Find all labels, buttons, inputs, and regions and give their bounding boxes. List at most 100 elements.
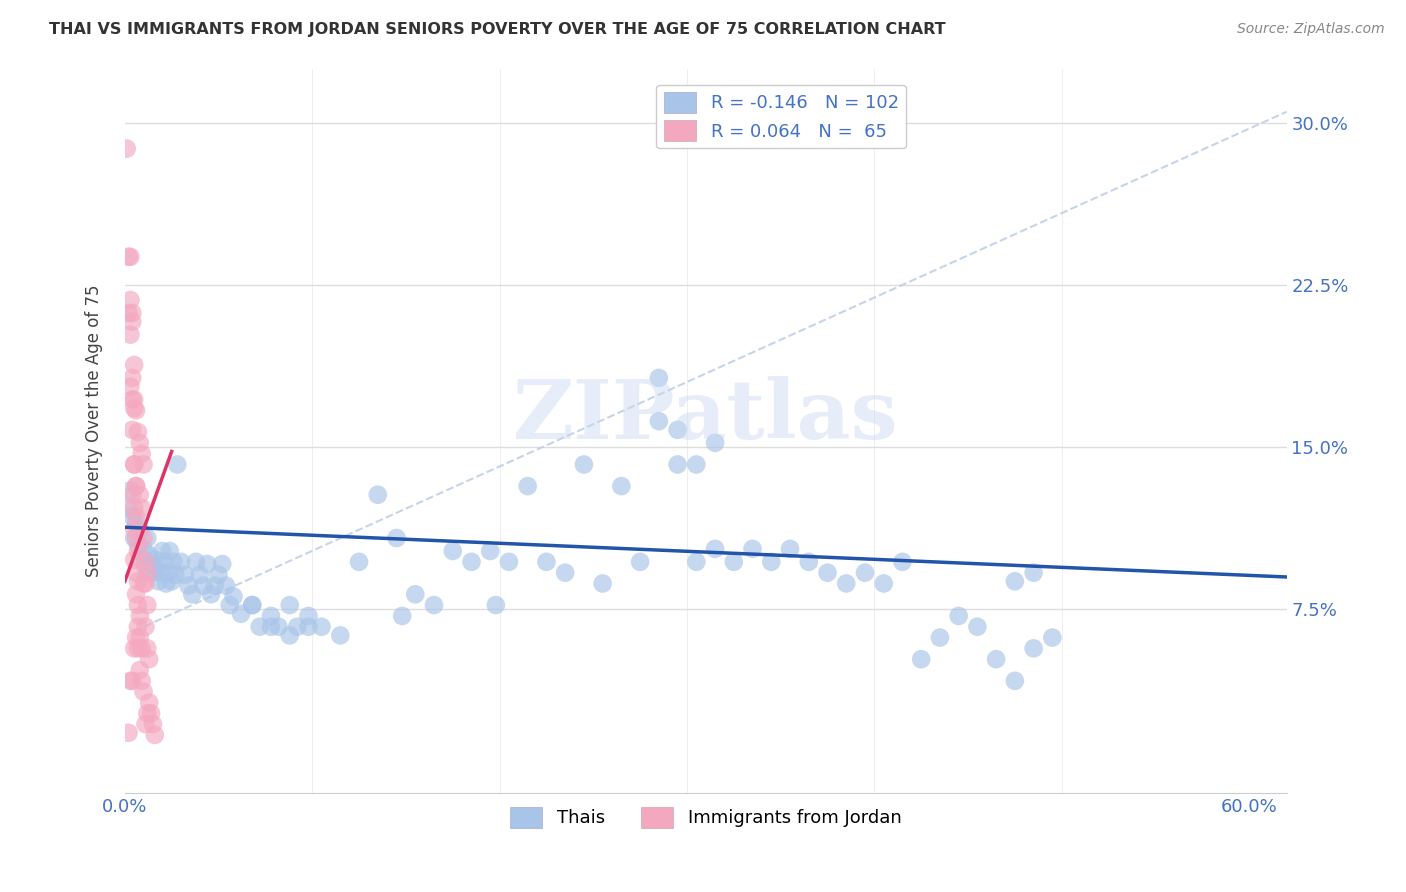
Text: Source: ZipAtlas.com: Source: ZipAtlas.com	[1237, 22, 1385, 37]
Point	[181, 587, 204, 601]
Point	[195, 557, 218, 571]
Point	[385, 531, 408, 545]
Point	[835, 576, 858, 591]
Point	[143, 552, 166, 566]
Point	[1004, 673, 1026, 688]
Point	[460, 555, 482, 569]
Point	[136, 706, 159, 721]
Point	[592, 576, 614, 591]
Point	[1040, 631, 1063, 645]
Point	[139, 706, 162, 721]
Point	[1022, 641, 1045, 656]
Point	[156, 566, 179, 580]
Point	[122, 358, 145, 372]
Point	[120, 483, 142, 498]
Point	[929, 631, 952, 645]
Point	[441, 544, 464, 558]
Point	[204, 579, 226, 593]
Point	[121, 673, 143, 688]
Point	[128, 631, 150, 645]
Point	[125, 509, 148, 524]
Point	[125, 479, 148, 493]
Point	[122, 552, 145, 566]
Point	[648, 371, 671, 385]
Point	[131, 641, 153, 656]
Point	[128, 488, 150, 502]
Point	[128, 663, 150, 677]
Point	[404, 587, 426, 601]
Point	[159, 544, 181, 558]
Point	[215, 579, 238, 593]
Point	[498, 555, 520, 569]
Point	[761, 555, 783, 569]
Point	[240, 598, 263, 612]
Point	[1004, 574, 1026, 589]
Point	[666, 423, 689, 437]
Point	[121, 488, 143, 502]
Point	[127, 537, 149, 551]
Point	[240, 598, 263, 612]
Point	[122, 531, 145, 545]
Point	[138, 549, 160, 563]
Point	[267, 620, 290, 634]
Point	[122, 522, 145, 536]
Point	[121, 509, 143, 524]
Point	[134, 717, 156, 731]
Point	[222, 590, 245, 604]
Point	[125, 479, 148, 493]
Point	[485, 598, 508, 612]
Point	[120, 327, 142, 342]
Point	[260, 620, 283, 634]
Point	[1022, 566, 1045, 580]
Point	[139, 557, 162, 571]
Point	[142, 717, 165, 731]
Point	[127, 598, 149, 612]
Point	[610, 479, 633, 493]
Point	[122, 500, 145, 515]
Point	[134, 559, 156, 574]
Point	[127, 574, 149, 589]
Point	[184, 555, 207, 569]
Point	[285, 620, 308, 634]
Point	[134, 620, 156, 634]
Point	[648, 414, 671, 428]
Point	[132, 541, 155, 556]
Point	[132, 576, 155, 591]
Point	[297, 620, 319, 634]
Point	[115, 142, 138, 156]
Point	[136, 598, 159, 612]
Point	[121, 371, 143, 385]
Point	[127, 641, 149, 656]
Point	[423, 598, 446, 612]
Point	[779, 541, 801, 556]
Point	[142, 566, 165, 580]
Point	[155, 576, 177, 591]
Point	[891, 555, 914, 569]
Point	[148, 574, 170, 589]
Point	[297, 609, 319, 624]
Point	[741, 541, 763, 556]
Point	[211, 557, 233, 571]
Point	[516, 479, 538, 493]
Point	[121, 315, 143, 329]
Point	[125, 566, 148, 580]
Point	[117, 500, 139, 515]
Point	[132, 684, 155, 698]
Point	[966, 620, 988, 634]
Point	[723, 555, 745, 569]
Point	[121, 306, 143, 320]
Point	[704, 541, 727, 556]
Point	[218, 598, 240, 612]
Point	[134, 576, 156, 591]
Point	[685, 458, 707, 472]
Point	[200, 587, 222, 601]
Point	[170, 555, 193, 569]
Point	[177, 579, 200, 593]
Point	[131, 500, 153, 515]
Point	[117, 725, 139, 739]
Point	[479, 544, 502, 558]
Point	[136, 641, 159, 656]
Point	[131, 673, 153, 688]
Point	[125, 531, 148, 545]
Point	[150, 544, 173, 558]
